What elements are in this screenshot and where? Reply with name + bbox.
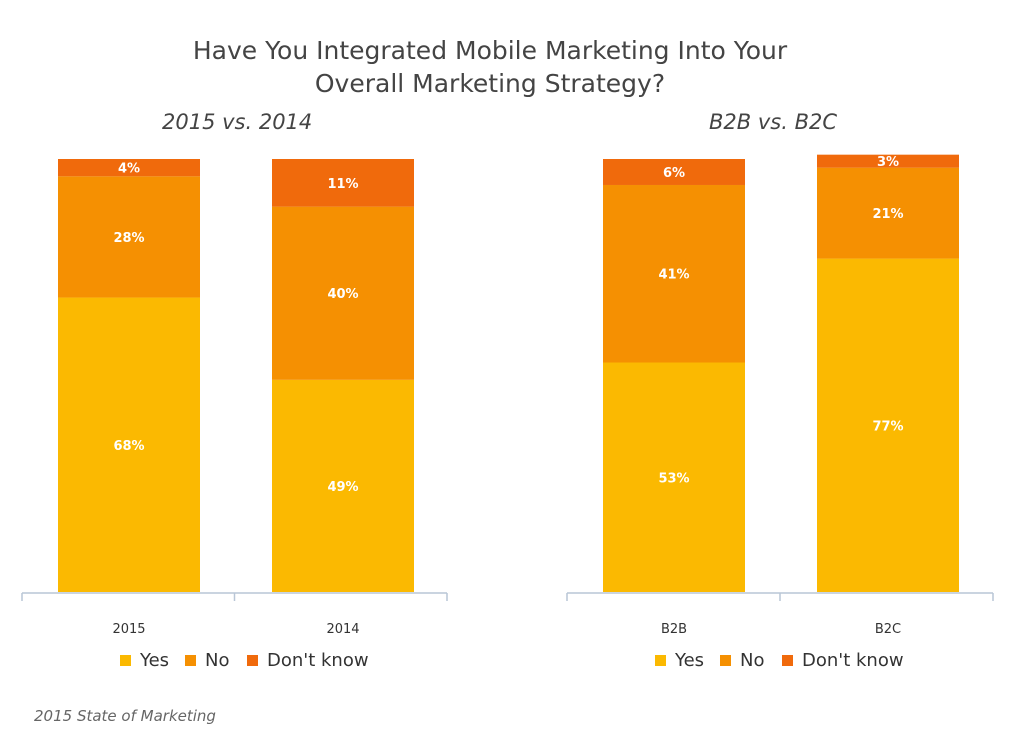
category-label: 2015 bbox=[112, 622, 145, 637]
legend-label: Yes bbox=[674, 650, 704, 671]
bar-segment-no-2015 bbox=[58, 176, 200, 298]
title-line-2: Overall Marketing Strategy? bbox=[314, 69, 666, 98]
bar-segment-yes-b2c bbox=[817, 258, 959, 592]
bar-segment-no-2014 bbox=[272, 206, 414, 380]
data-label: 21% bbox=[872, 207, 903, 222]
data-label: 3% bbox=[877, 155, 899, 170]
stacked-bar-charts: 68% 28% 4% 2015 49% 40% 11% 2014 Yes No Don't know… bbox=[21, 154, 994, 671]
bar-segment-don-t-know-2015 bbox=[58, 159, 200, 177]
legend-swatch-yes bbox=[120, 655, 131, 666]
data-label: 49% bbox=[327, 480, 358, 495]
legend-label: Don't know bbox=[802, 650, 904, 671]
data-label: 4% bbox=[118, 162, 140, 177]
data-label: 41% bbox=[658, 268, 689, 283]
chart-title-main: Have You Integrated Mobile Marketing Int… bbox=[0, 34, 980, 100]
legend-swatch-yes bbox=[655, 655, 666, 666]
data-label: 77% bbox=[872, 419, 903, 434]
category-label: 2014 bbox=[326, 622, 359, 637]
title-line-1: Have You Integrated Mobile Marketing Int… bbox=[192, 36, 788, 65]
legend-label: Yes bbox=[139, 650, 169, 671]
bar-segment-no-b2b bbox=[603, 184, 745, 363]
legend-swatch-no bbox=[185, 655, 196, 666]
data-label: 28% bbox=[113, 231, 144, 246]
legend-label: No bbox=[740, 650, 764, 671]
category-label: B2C bbox=[875, 622, 901, 637]
bar-segment-don-t-know-b2b bbox=[603, 159, 745, 185]
data-label: 11% bbox=[327, 177, 358, 192]
data-label: 40% bbox=[327, 287, 358, 302]
bar-segment-no-b2c bbox=[817, 167, 959, 259]
legend-label: No bbox=[205, 650, 229, 671]
bar-segment-yes-b2b bbox=[603, 362, 745, 592]
legend-swatch-no bbox=[720, 655, 731, 666]
bar-segment-yes-2015 bbox=[58, 297, 200, 592]
data-label: 68% bbox=[113, 439, 144, 454]
legend-label: Don't know bbox=[267, 650, 369, 671]
data-label: 53% bbox=[658, 471, 689, 486]
subchart-title-year: 2015 vs. 2014 bbox=[162, 110, 313, 134]
subchart-title-segment: B2B vs. B2C bbox=[709, 110, 837, 134]
bar-segment-yes-2014 bbox=[272, 379, 414, 592]
bar-segment-don-t-know-b2c bbox=[817, 154, 959, 168]
bar-segment-don-t-know-2014 bbox=[272, 159, 414, 207]
legend-swatch-don-t-know bbox=[247, 655, 258, 666]
source-note: 2015 State of Marketing bbox=[34, 707, 216, 725]
legend-swatch-don-t-know bbox=[782, 655, 793, 666]
data-label: 6% bbox=[663, 166, 685, 181]
category-label: B2B bbox=[661, 622, 687, 637]
